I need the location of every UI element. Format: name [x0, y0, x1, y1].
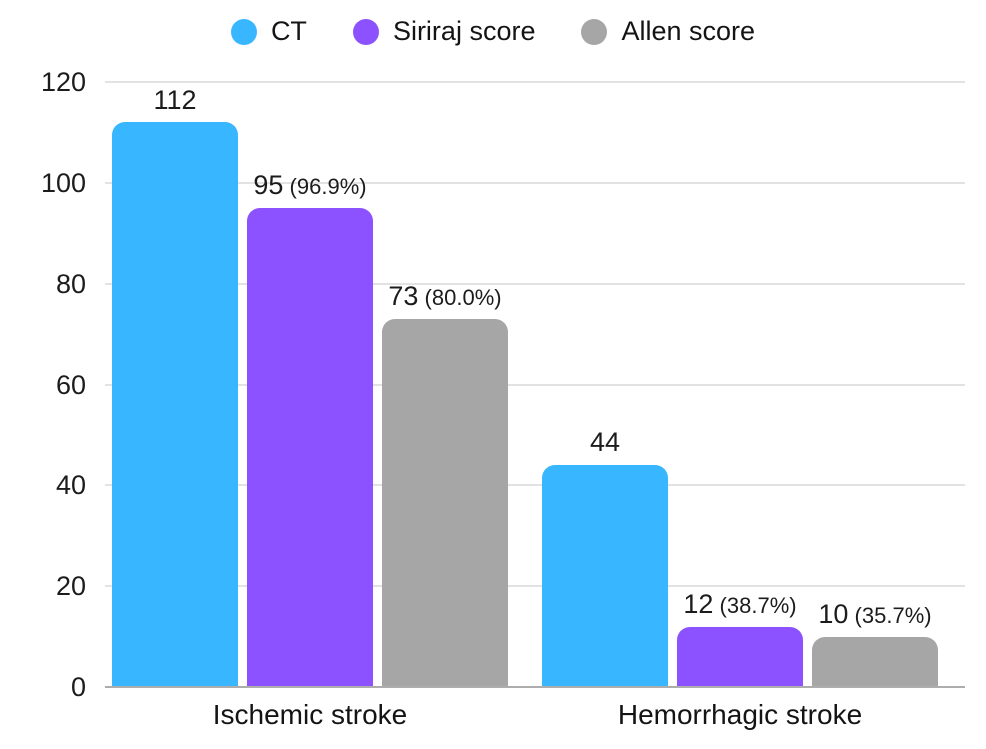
bar-percentage: (35.7%) — [848, 602, 932, 628]
bar-fill-allen-score-ischemic-stroke — [382, 318, 508, 687]
bar-value-label-siriraj-score-ischemic-stroke: 95 (96.9%) — [253, 171, 366, 201]
y-tick-60: 60 — [55, 369, 86, 400]
bar-value-label-allen-score-hemorrhagic-stroke: 10 (35.7%) — [818, 598, 932, 630]
category-label-hemorrhagic-stroke: Hemorrhagic stroke — [617, 699, 863, 730]
legend-dot-allen-score — [581, 18, 608, 45]
gridline-80 — [105, 282, 965, 285]
bar-value: 112 — [153, 84, 197, 115]
bar-value-label-ct-hemorrhagic-stroke: 44 — [590, 428, 620, 458]
bar-allen-score-ischemic-stroke: 73 (80.0%) — [382, 281, 508, 687]
gridline-20 — [105, 585, 965, 588]
bar-allen-score-hemorrhagic-stroke: 10 (35.7%) — [812, 599, 938, 687]
bar-ct-ischemic-stroke: 112 — [112, 85, 238, 687]
gridline-40 — [105, 484, 965, 487]
bar-fill-ct-ischemic-stroke — [112, 122, 238, 687]
bar-siriraj-score-hemorrhagic-stroke: 12 (38.7%) — [677, 589, 803, 687]
bar-fill-allen-score-hemorrhagic-stroke — [812, 636, 938, 687]
bar-percentage: (38.7%) — [713, 592, 797, 618]
legend-label-siriraj-score: Siriraj score — [392, 16, 536, 46]
bar-value-label-siriraj-score-hemorrhagic-stroke: 12 (38.7%) — [683, 588, 797, 620]
bar-value: 95 — [253, 170, 284, 201]
bar-siriraj-score-ischemic-stroke: 95 (96.9%) — [247, 171, 373, 687]
bar-value: 73 — [388, 281, 419, 312]
gridline-60 — [105, 383, 965, 386]
bar-fill-ct-hemorrhagic-stroke — [542, 465, 668, 687]
bar-percentage: (80.0%) — [418, 285, 502, 311]
bar-value-label-ct-ischemic-stroke: 112 — [153, 84, 197, 116]
legend-dot-siriraj-score — [352, 18, 379, 45]
y-tick-80: 80 — [55, 268, 86, 299]
y-tick-120: 120 — [40, 67, 86, 97]
legend-dot-ct — [230, 18, 257, 45]
legend-label-allen-score: Allen score — [621, 16, 756, 46]
bar-value-label-allen-score-ischemic-stroke: 73 (80.0%) — [388, 281, 502, 312]
y-tick-0: 0 — [70, 672, 86, 702]
bar-value: 12 — [683, 588, 714, 619]
y-tick-40: 40 — [55, 470, 86, 501]
plot-area: 112 95 (96.9%) 73 (80.0%) 44 12 (38.7%) 10 (3… — [105, 81, 965, 688]
chart-legend: CT Siriraj score Allen score — [0, 16, 986, 47]
legend-item-allen-score: Allen score — [581, 16, 755, 47]
gridline-100 — [105, 181, 965, 184]
gridline-120 — [105, 81, 965, 83]
legend-label-ct: CT — [270, 16, 307, 46]
category-label-ischemic-stroke: Ischemic stroke — [212, 699, 408, 730]
bar-fill-siriraj-score-hemorrhagic-stroke — [677, 626, 803, 687]
bar-ct-hemorrhagic-stroke: 44 — [542, 428, 668, 687]
legend-item-ct: CT — [230, 16, 307, 47]
gridline-0 — [105, 686, 965, 688]
bar-group-ischemic-stroke: 112 95 (96.9%) 73 (80.0%) — [95, 82, 525, 687]
legend-item-siriraj-score: Siriraj score — [352, 16, 536, 47]
bar-value: 44 — [589, 427, 621, 458]
y-tick-20: 20 — [55, 571, 86, 602]
bar-value: 10 — [818, 598, 849, 629]
bar-fill-siriraj-score-ischemic-stroke — [247, 208, 373, 687]
y-tick-100: 100 — [40, 167, 86, 198]
bar-group-hemorrhagic-stroke: 44 12 (38.7%) 10 (35.7%) — [525, 82, 955, 687]
bar-percentage: (96.9%) — [283, 174, 367, 200]
